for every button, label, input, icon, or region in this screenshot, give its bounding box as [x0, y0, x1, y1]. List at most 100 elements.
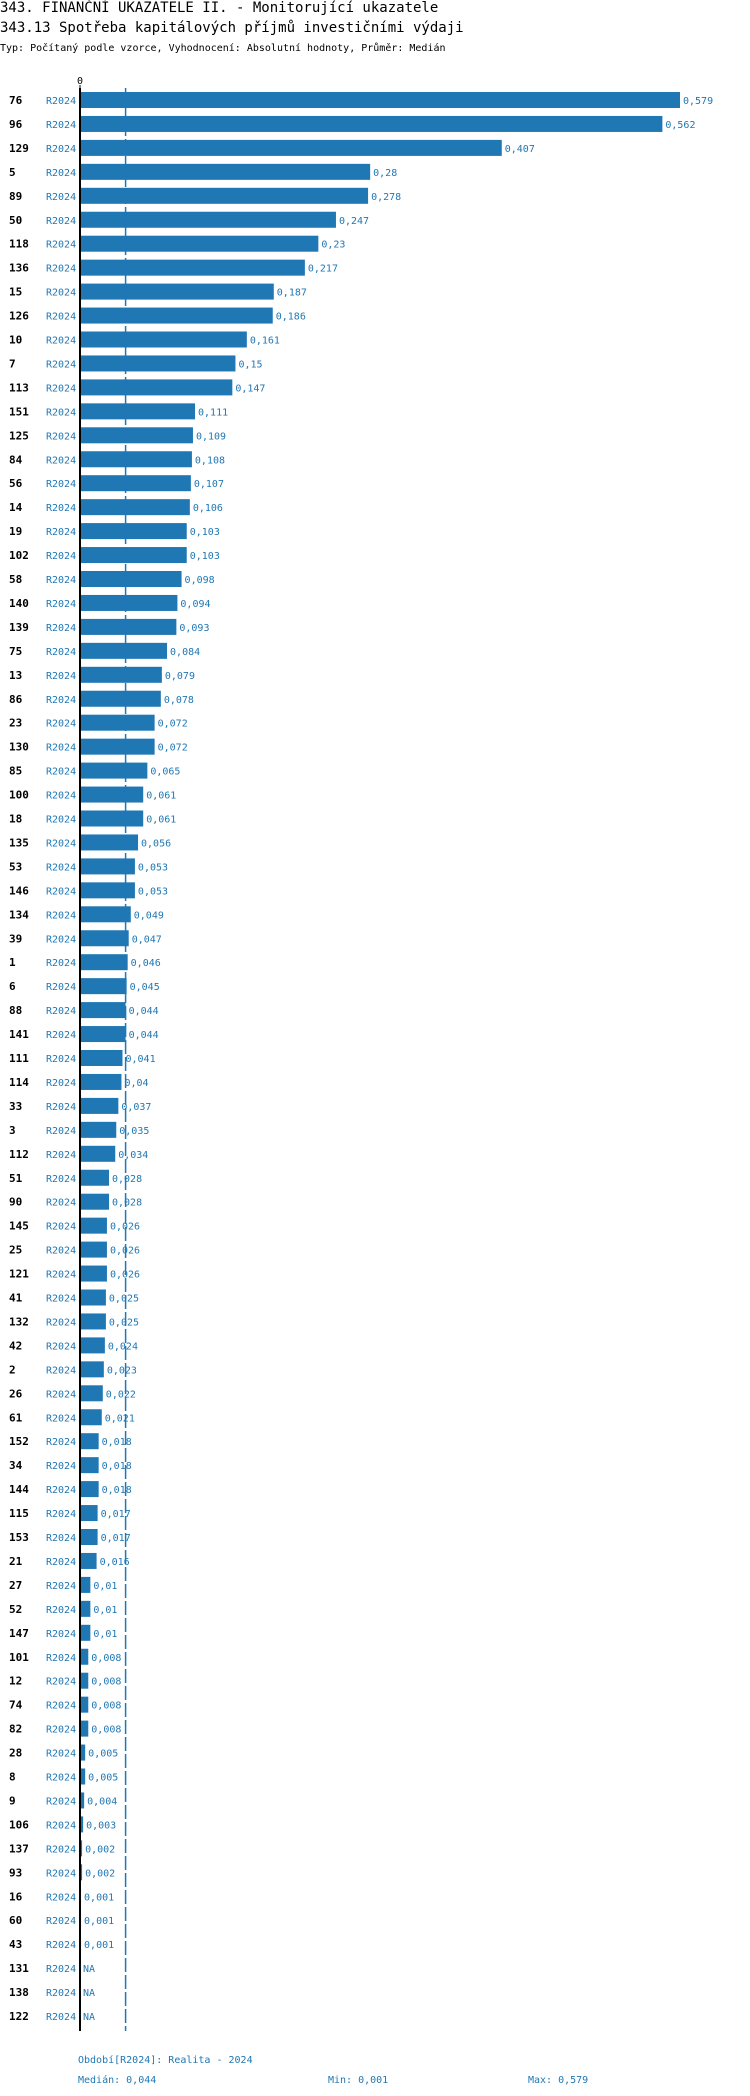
category-label: 135	[9, 836, 29, 849]
period-label: R2024	[46, 551, 76, 562]
bar	[80, 475, 191, 492]
category-label: 16	[9, 1890, 23, 1903]
value-label: 0,079	[165, 671, 195, 682]
category-label: 112	[9, 1148, 29, 1161]
category-label: 25	[9, 1244, 22, 1257]
value-label: 0,037	[121, 1102, 151, 1113]
value-label: 0,01	[93, 1605, 117, 1616]
bar	[80, 139, 502, 156]
bar	[80, 1337, 105, 1354]
bar	[80, 1720, 89, 1737]
category-label: 33	[9, 1100, 22, 1113]
category-label: 34	[9, 1459, 23, 1472]
period-label: R2024	[46, 671, 76, 682]
category-label: 39	[9, 932, 22, 945]
period-label: R2024	[46, 1030, 76, 1041]
period-label: R2024	[46, 1198, 76, 1209]
value-label: 0,065	[150, 767, 180, 778]
bar	[80, 1624, 91, 1641]
category-label: 50	[9, 214, 22, 227]
period-label: R2024	[46, 934, 76, 945]
period-label: R2024	[46, 1916, 76, 1927]
period-label: R2024	[46, 862, 76, 873]
value-label: 0,056	[141, 838, 171, 849]
category-label: 12	[9, 1675, 22, 1688]
period-label: R2024	[46, 1461, 76, 1472]
category-label: 141	[9, 1028, 29, 1041]
category-label: 53	[9, 860, 22, 873]
value-label: 0,103	[190, 551, 220, 562]
bar	[80, 92, 680, 108]
period-label: R2024	[46, 240, 76, 251]
value-label: 0,15	[238, 359, 262, 370]
category-label: 61	[9, 1411, 23, 1424]
category-label: 111	[9, 1052, 29, 1065]
bar	[80, 1050, 123, 1066]
category-label: 15	[9, 286, 22, 299]
category-label: 28	[9, 1747, 22, 1760]
period-label: R2024	[46, 1270, 76, 1281]
value-label: 0,053	[138, 886, 168, 897]
bar	[80, 906, 131, 923]
category-label: 86	[9, 693, 23, 706]
category-label: 151	[9, 405, 29, 418]
period-label: R2024	[46, 1988, 76, 1999]
bar	[80, 1073, 122, 1090]
value-label: 0,003	[86, 1820, 116, 1831]
value-label: 0,021	[105, 1413, 135, 1424]
category-label: 6	[9, 980, 16, 993]
value-label: 0,078	[164, 695, 194, 706]
value-label: NA	[83, 2012, 95, 2023]
period-label: R2024	[46, 383, 76, 394]
value-label: 0,579	[683, 96, 713, 107]
period-label: R2024	[46, 1413, 76, 1424]
bar	[80, 786, 144, 803]
category-label: 5	[9, 166, 16, 179]
bar	[80, 1409, 102, 1426]
period-label: R2024	[46, 815, 76, 826]
category-label: 41	[9, 1292, 23, 1305]
period-label: R2024	[46, 1509, 76, 1520]
category-label: 147	[9, 1627, 29, 1640]
bar	[80, 762, 148, 779]
bar	[80, 427, 193, 444]
bar	[80, 355, 236, 372]
value-label: 0,044	[129, 1030, 159, 1041]
category-label: 144	[9, 1483, 29, 1496]
value-label: 0,217	[308, 264, 338, 275]
bar	[80, 1241, 107, 1258]
bar	[80, 163, 371, 180]
value-label: 0,278	[371, 192, 401, 203]
value-label: 0,061	[146, 815, 176, 826]
period-label: R2024	[46, 1868, 76, 1879]
bar	[80, 1529, 98, 1545]
category-label: 114	[9, 1076, 29, 1089]
period-label: R2024	[46, 1365, 76, 1376]
period-label: R2024	[46, 1437, 76, 1448]
bar	[80, 618, 177, 635]
period-label: R2024	[46, 407, 76, 418]
value-label: 0,28	[373, 168, 397, 179]
category-label: 93	[9, 1866, 22, 1879]
footer-min: Min: 0,001	[328, 2075, 389, 2086]
category-label: 18	[9, 813, 22, 826]
value-label: 0,025	[109, 1294, 139, 1305]
bar	[80, 1026, 126, 1043]
category-label: 74	[9, 1699, 23, 1712]
period-label: R2024	[46, 1389, 76, 1400]
period-label: R2024	[46, 1749, 76, 1760]
category-label: 85	[9, 765, 22, 778]
category-label: 21	[9, 1555, 23, 1568]
period-label: R2024	[46, 599, 76, 610]
category-label: 23	[9, 717, 22, 730]
category-label: 131	[9, 1962, 29, 1975]
period-label: R2024	[46, 1820, 76, 1831]
bar	[80, 403, 196, 420]
bar	[80, 1768, 86, 1785]
period-label: R2024	[46, 264, 76, 275]
bar	[80, 1481, 99, 1498]
bar	[80, 307, 273, 324]
period-label: R2024	[46, 886, 76, 897]
value-label: 0,008	[91, 1725, 121, 1736]
